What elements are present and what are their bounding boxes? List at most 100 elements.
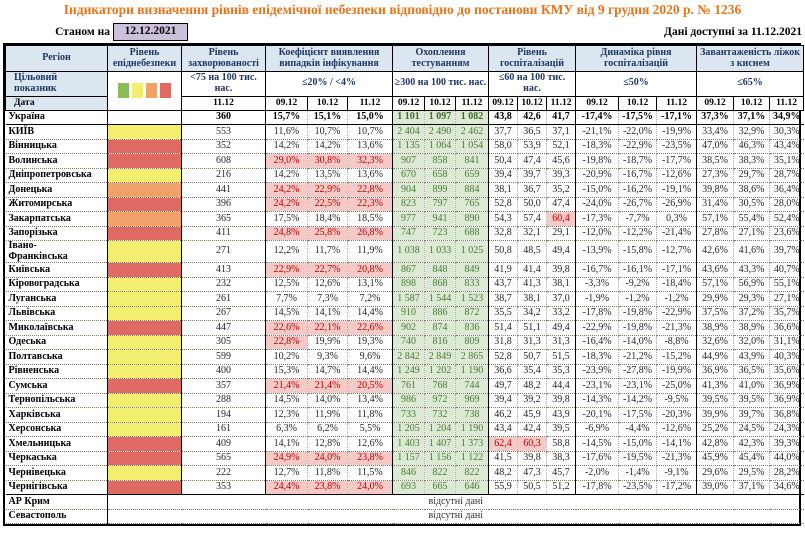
region-name: Чернівецька xyxy=(5,465,108,481)
data-available-label: Дані доступні за 11.12.2021 xyxy=(664,26,802,38)
incidence-cell: 360 xyxy=(181,110,266,126)
dyn-cell: -17,8% xyxy=(575,306,620,322)
table-row: АР Крим відсутні дані xyxy=(5,494,804,510)
testing-cell: 1 025 xyxy=(455,240,490,264)
testing-cell: 658 xyxy=(424,168,457,184)
hosp-cell: 52,1 xyxy=(546,139,577,155)
dyn-cell: -17,1% xyxy=(656,110,698,126)
testing-cell: 1 523 xyxy=(455,291,490,307)
hosp-cell: 39,8 xyxy=(546,262,577,278)
incidence-cell: 194 xyxy=(181,407,266,423)
hosp-cell: 57,4 xyxy=(517,211,548,227)
testing-cell: 907 xyxy=(392,153,426,169)
testing-cell: 822 xyxy=(424,465,457,481)
hosp-cell: 45,9 xyxy=(517,407,548,423)
table-row: Україна 360 15,7% 15,1% 15,0% 1 101 1 097 1 082… xyxy=(5,110,804,126)
coef-cell: 11,9% xyxy=(307,407,348,423)
level-cell xyxy=(107,378,182,394)
testing-cell: 867 xyxy=(392,262,426,278)
coef-cell: 10,2% xyxy=(265,349,308,365)
region-name: Хмельницька xyxy=(5,436,108,452)
dyn-cell: -12,7% xyxy=(656,240,698,264)
hosp-cell: 42,6 xyxy=(517,110,548,126)
level-cell xyxy=(107,211,182,227)
table-row: Івано- Франківська 271 12,2% 11,7% 11,9% 1 03… xyxy=(5,240,804,264)
hosp-cell: 39,5 xyxy=(546,422,577,438)
incidence-cell: 261 xyxy=(181,291,266,307)
beds-cell: 30,5% xyxy=(733,197,771,213)
coef-cell: 22,6% xyxy=(265,320,308,336)
hosp-cell: 39,8 xyxy=(546,393,577,409)
beds-cell: 30,3% xyxy=(769,124,804,140)
dyn-cell: -21,1% xyxy=(575,124,620,140)
beds-cell: 43,9% xyxy=(733,349,771,365)
hosp-cell: 44,4 xyxy=(546,378,577,394)
hosp-cell: 50,7 xyxy=(517,349,548,365)
testing-cell: 2 849 xyxy=(424,349,457,365)
beds-cell: 36,5% xyxy=(733,364,771,380)
testing-cell: 1 205 xyxy=(392,422,426,438)
incidence-cell: 352 xyxy=(181,139,266,155)
beds-cell: 27,1% xyxy=(769,291,804,307)
level-cell xyxy=(107,436,182,452)
testing-cell: 816 xyxy=(424,335,457,351)
beds-cell: 36,4% xyxy=(769,182,804,198)
beds-cell: 35,7% xyxy=(769,306,804,322)
dyn-cell: -4,4% xyxy=(618,422,658,438)
hosp-cell: 37,7 xyxy=(488,124,519,140)
region-name: Харківська xyxy=(5,407,108,423)
dyn-cell: -17,4% xyxy=(575,110,620,126)
hosp-cell: 31,8 xyxy=(488,335,519,351)
indicators-table-wrap: Регіон Рівень епіднебезпеки Рівень захво… xyxy=(3,43,805,527)
dyn-cell: -8,8% xyxy=(656,335,698,351)
coef-cell: 12,2% xyxy=(265,240,308,264)
coef-cell: 12,8% xyxy=(307,436,348,452)
hosp-cell: 52,8 xyxy=(488,349,519,365)
coef-cell: 11,6% xyxy=(265,124,308,140)
level-swatch xyxy=(160,83,171,99)
beds-cell: 37,1% xyxy=(733,480,771,496)
dyn-cell: -17,2% xyxy=(656,480,698,496)
beds-cell: 29,9% xyxy=(696,291,735,307)
beds-cell: 52,4% xyxy=(769,211,804,227)
hosp-cell: 50,8 xyxy=(488,240,519,264)
hosp-cell: 50,4 xyxy=(488,153,519,169)
incidence-cell: 599 xyxy=(181,349,266,365)
region-name: Україна xyxy=(5,110,108,126)
dyn-cell: -1,2% xyxy=(656,291,698,307)
header-level: Рівень епіднебезпеки xyxy=(107,45,182,72)
hosp-cell: 41,4 xyxy=(517,262,548,278)
header-detection-coef: Коефіцієнт виявлення випадків інфікуванн… xyxy=(264,45,394,72)
incidence-cell: 400 xyxy=(181,364,266,380)
level-cell xyxy=(107,291,182,307)
dyn-cell: -19,5% xyxy=(618,451,658,467)
dyn-cell: -26,7% xyxy=(618,197,658,213)
hosp-cell: 51,5 xyxy=(546,349,577,365)
beds-cell: 29,3% xyxy=(733,291,771,307)
dyn-cell: -12,6% xyxy=(656,422,698,438)
beds-cell: 31,4% xyxy=(696,197,735,213)
hosp-cell: 62,4 xyxy=(488,436,519,452)
dyn-cell: -7,7% xyxy=(618,211,658,227)
beds-cell: 37,3% xyxy=(696,110,735,126)
coef-cell: 12,6% xyxy=(307,277,348,293)
beds-cell: 57,1% xyxy=(696,211,735,227)
coef-cell: 21,4% xyxy=(265,378,308,394)
level-cell xyxy=(107,262,182,278)
dyn-cell: -18,3% xyxy=(575,349,620,365)
beds-cell: 24,5% xyxy=(733,422,771,438)
date-cell: 10.12 xyxy=(307,95,348,111)
region-name: Донецька xyxy=(5,182,108,198)
dyn-cell: -12,0% xyxy=(575,226,620,242)
hosp-cell: 35,3 xyxy=(546,364,577,380)
testing-cell: 2 462 xyxy=(455,124,490,140)
dyn-cell: -15,2% xyxy=(656,349,698,365)
testing-cell: 670 xyxy=(392,168,426,184)
beds-cell: 57,1% xyxy=(696,277,735,293)
incidence-cell: 161 xyxy=(181,422,266,438)
dyn-cell: -14,0% xyxy=(618,335,658,351)
coef-cell: 9,6% xyxy=(347,349,394,365)
level-cell xyxy=(107,364,182,380)
date-cell: 09.12 xyxy=(575,95,620,111)
